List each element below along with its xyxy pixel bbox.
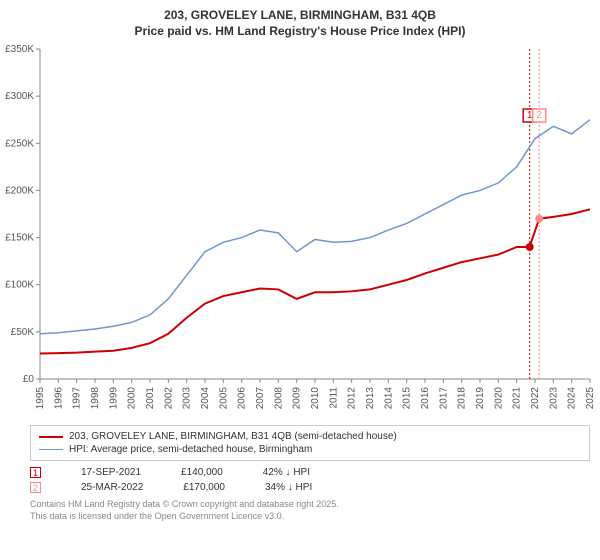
y-tick-label: £300K (5, 91, 34, 102)
legend-label-price-paid: 203, GROVELEY LANE, BIRMINGHAM, B31 4QB … (69, 431, 397, 442)
legend-label-hpi: HPI: Average price, semi-detached house,… (69, 444, 312, 455)
footer-line-1: Contains HM Land Registry data © Crown c… (30, 499, 590, 511)
sale-price: £170,000 (183, 482, 225, 493)
x-tick-label: 2016 (420, 387, 431, 410)
legend-swatch-hpi (39, 449, 63, 450)
sale-date: 17-SEP-2021 (81, 467, 141, 478)
footer-line-2: This data is licensed under the Open Gov… (30, 511, 590, 523)
y-tick-label: £50K (11, 327, 35, 338)
legend-box: 203, GROVELEY LANE, BIRMINGHAM, B31 4QB … (30, 425, 590, 461)
sale-price: £140,000 (181, 467, 223, 478)
x-tick-label: 2019 (475, 387, 486, 410)
x-tick-label: 2007 (255, 387, 266, 410)
x-tick-label: 1998 (90, 387, 101, 410)
title-line-2: Price paid vs. HM Land Registry's House … (10, 24, 590, 40)
x-tick-label: 1996 (53, 387, 64, 410)
x-tick-label: 2001 (145, 387, 156, 410)
title-line-1: 203, GROVELEY LANE, BIRMINGHAM, B31 4QB (10, 8, 590, 24)
y-tick-label: £150K (5, 233, 34, 244)
sale-dot (535, 215, 543, 223)
chart-area: £0 £50K £100K £150K £200K £250K £300K £350K 1995… (0, 43, 600, 423)
series-hpi (40, 120, 590, 334)
sale-marker-badge: 1 (30, 467, 41, 478)
x-tick-label: 1997 (72, 387, 83, 410)
legend-row-price-paid: 203, GROVELEY LANE, BIRMINGHAM, B31 4QB … (39, 430, 581, 443)
chart-title-block: 203, GROVELEY LANE, BIRMINGHAM, B31 4QB … (0, 0, 600, 43)
x-tick-label: 2014 (383, 387, 394, 410)
x-tick-label: 2004 (200, 387, 211, 410)
x-tick-label: 2006 (237, 387, 248, 410)
sale-diff: 34% ↓ HPI (265, 482, 312, 493)
y-tick-label: £350K (5, 44, 34, 55)
footer-attribution: Contains HM Land Registry data © Crown c… (30, 499, 590, 522)
series-price_paid (40, 209, 590, 353)
sales-row: 1 17-SEP-2021 £140,000 42% ↓ HPI (30, 465, 590, 480)
x-tick-label: 2000 (127, 387, 138, 410)
x-tick-label: 1999 (108, 387, 119, 410)
x-tick-label: 2023 (548, 387, 559, 410)
y-tick-label: £200K (5, 186, 34, 197)
sales-table: 1 17-SEP-2021 £140,000 42% ↓ HPI 2 25-MAR-202… (30, 465, 590, 495)
x-tick-label: 2017 (438, 387, 449, 410)
x-tick-label: 2009 (292, 387, 303, 410)
y-tick-label: £0 (23, 374, 35, 385)
x-tick-label: 2021 (512, 387, 523, 410)
x-tick-label: 2015 (402, 387, 413, 410)
y-tick-label: £250K (5, 138, 34, 149)
x-tick-label: 2011 (328, 387, 339, 409)
x-tick-label: 2020 (493, 387, 504, 410)
x-tick-label: 2018 (457, 387, 468, 410)
y-tick-label: £100K (5, 280, 34, 291)
x-tick-label: 2024 (567, 387, 578, 410)
x-tick-label: 2002 (163, 387, 174, 410)
sale-box-number: 2 (536, 110, 542, 121)
x-tick-label: 2012 (347, 387, 358, 410)
legend-swatch-price-paid (39, 436, 63, 438)
x-tick-label: 2013 (365, 387, 376, 410)
x-tick-label: 2010 (310, 387, 321, 410)
sales-row: 2 25-MAR-2022 £170,000 34% ↓ HPI (30, 480, 590, 495)
x-tick-label: 1995 (35, 387, 46, 410)
x-tick-label: 2005 (218, 387, 229, 410)
sale-dot (526, 243, 534, 251)
sale-diff: 42% ↓ HPI (263, 467, 310, 478)
x-tick-label: 2008 (273, 387, 284, 410)
x-tick-label: 2025 (585, 387, 596, 410)
sale-marker-badge: 2 (30, 482, 41, 493)
x-tick-label: 2003 (182, 387, 193, 410)
legend-row-hpi: HPI: Average price, semi-detached house,… (39, 443, 581, 456)
chart-svg: £0 £50K £100K £150K £200K £250K £300K £350K 1995… (0, 43, 600, 423)
x-tick-label: 2022 (530, 387, 541, 410)
sale-date: 25-MAR-2022 (81, 482, 143, 493)
